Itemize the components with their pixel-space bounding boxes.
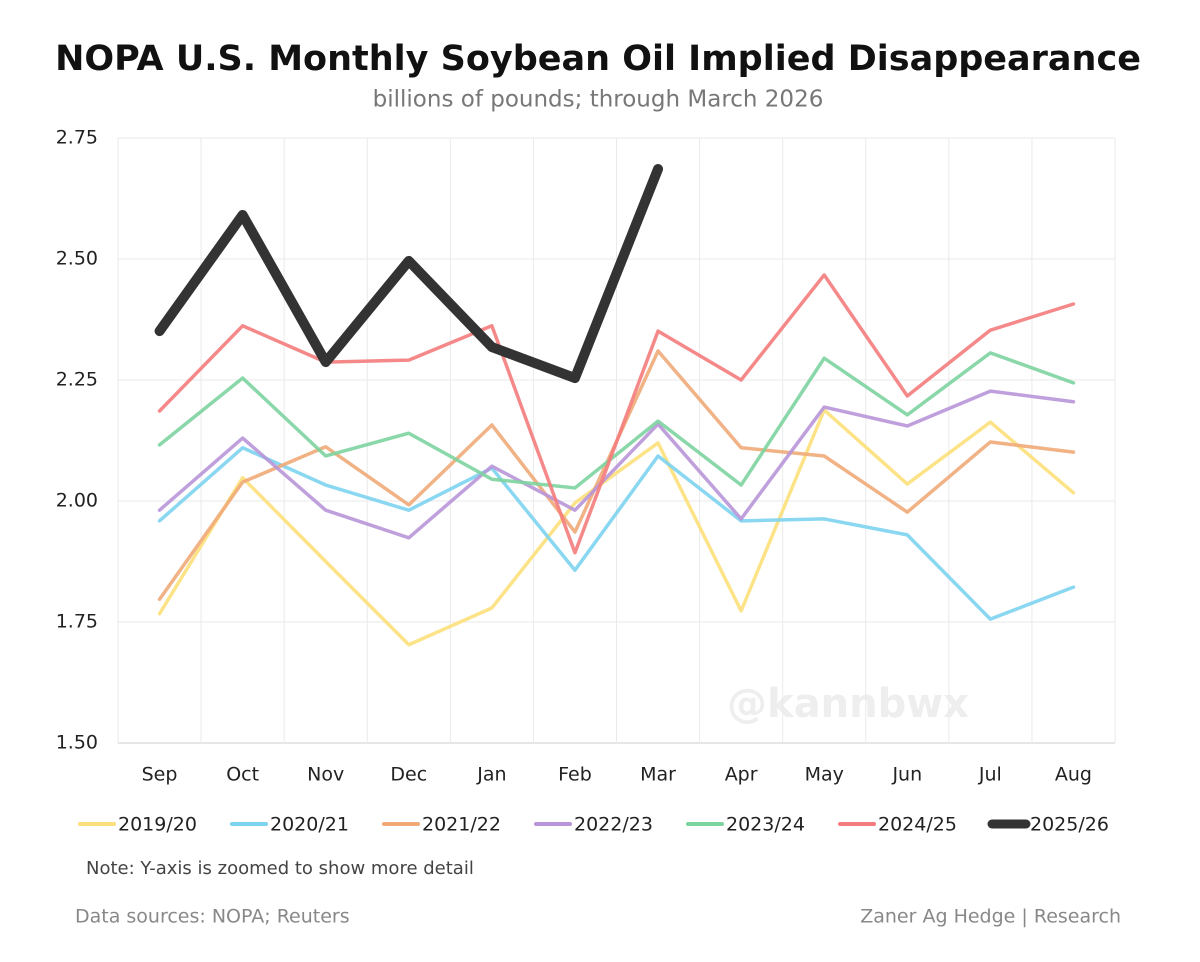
chart-subtitle: billions of pounds; through March 2026 bbox=[373, 87, 824, 113]
legend-label: 2019/20 bbox=[118, 814, 197, 836]
y-tick-label: 1.50 bbox=[56, 732, 98, 754]
series-line bbox=[154, 163, 664, 384]
x-tick-label: Aug bbox=[1055, 764, 1092, 786]
x-tick-label: Apr bbox=[725, 764, 758, 786]
x-tick-label: Jul bbox=[978, 764, 1002, 786]
series-line bbox=[157, 273, 1076, 555]
y-tick-label: 1.75 bbox=[56, 611, 98, 633]
x-tick-label: Sep bbox=[142, 764, 178, 786]
x-tick-label: May bbox=[805, 764, 844, 786]
legend-label: 2022/23 bbox=[574, 814, 653, 836]
legend-label: 2023/24 bbox=[726, 814, 805, 836]
y-tick-label: 2.50 bbox=[56, 248, 98, 270]
legend-label: 2021/22 bbox=[422, 814, 501, 836]
y-tick-label: 2.75 bbox=[56, 127, 98, 149]
y-tick-label: 2.25 bbox=[56, 369, 98, 391]
x-tick-label: Dec bbox=[390, 764, 427, 786]
x-tick-label: Jan bbox=[476, 764, 506, 786]
series-line bbox=[157, 446, 1076, 621]
x-tick-label: Mar bbox=[640, 764, 676, 786]
series-line bbox=[157, 389, 1076, 540]
x-tick-label: Jun bbox=[891, 764, 922, 786]
x-tick-label: Feb bbox=[558, 764, 592, 786]
x-tick-label: Oct bbox=[226, 764, 259, 786]
y-tick-label: 2.00 bbox=[56, 490, 98, 512]
series-line bbox=[157, 351, 1076, 490]
watermark: @kannbwx bbox=[727, 681, 969, 727]
source: Data sources: NOPA; Reuters bbox=[75, 906, 350, 928]
credit: Zaner Ag Hedge | Research bbox=[860, 906, 1121, 928]
note: Note: Y-axis is zoomed to show more deta… bbox=[86, 858, 474, 879]
legend-label: 2025/26 bbox=[1030, 814, 1109, 836]
legend-label: 2020/21 bbox=[270, 814, 349, 836]
chart-title: NOPA U.S. Monthly Soybean Oil Implied Di… bbox=[55, 39, 1141, 79]
series-line bbox=[157, 408, 1076, 647]
legend-label: 2024/25 bbox=[878, 814, 957, 836]
x-tick-label: Nov bbox=[307, 764, 344, 786]
